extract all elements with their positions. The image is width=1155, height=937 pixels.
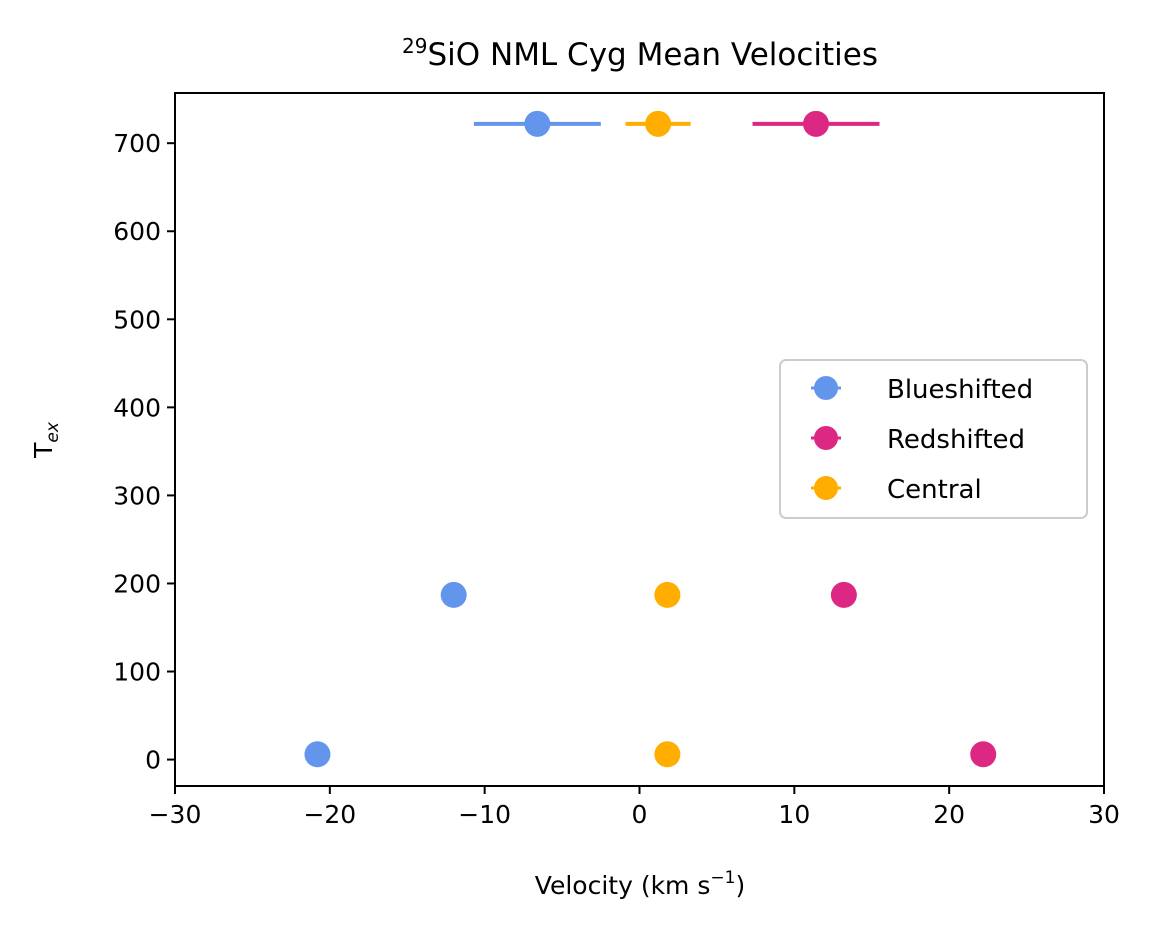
legend-frame	[779, 359, 1088, 519]
chart-title-prefix: 29	[402, 34, 427, 58]
x-axis-label-close: )	[735, 871, 745, 900]
x-tick-label: −20	[303, 800, 356, 829]
legend-marker-blueshifted	[814, 376, 838, 400]
y-tick-label: 400	[113, 393, 161, 422]
x-tick-label: 30	[1088, 800, 1120, 829]
y-tick-label: 700	[113, 129, 161, 158]
series-blueshifted	[304, 110, 601, 768]
point-blueshifted	[304, 741, 331, 768]
chart-title: 29SiO NML Cyg Mean Velocities	[402, 34, 878, 73]
point-redshifted	[970, 741, 997, 768]
y-axis-label-sub: ex	[43, 421, 63, 442]
y-tick-label: 300	[113, 481, 161, 510]
legend: Blueshifted Redshifted Central	[779, 359, 1088, 519]
y-axis-label: Tex	[29, 421, 63, 459]
x-tick-label: 0	[632, 800, 648, 829]
x-axis-label: Velocity (km s−1)	[535, 868, 745, 900]
point-central	[645, 110, 672, 137]
point-blueshifted	[524, 110, 551, 137]
series-central	[625, 110, 691, 768]
legend-label-redshifted: Redshifted	[887, 425, 1025, 455]
legend-marker-redshifted	[814, 426, 838, 450]
x-tick-label: −10	[458, 800, 511, 829]
y-tick-label: 600	[113, 217, 161, 246]
point-central	[654, 741, 681, 768]
x-tick-label: 10	[778, 800, 810, 829]
point-blueshifted	[440, 581, 467, 608]
y-axis-label-main: T	[29, 442, 58, 459]
chart-title-main: SiO NML Cyg Mean Velocities	[427, 37, 878, 73]
legend-item-blueshifted: Blueshifted	[811, 375, 1033, 405]
series-redshifted	[752, 110, 997, 768]
x-tick-label: −30	[149, 800, 202, 829]
y-tick-label: 0	[145, 746, 161, 775]
legend-label-central: Central	[887, 475, 982, 505]
legend-item-central: Central	[811, 475, 982, 505]
point-redshifted	[803, 110, 830, 137]
y-tick-label: 100	[113, 658, 161, 687]
y-tick-label: 200	[113, 569, 161, 598]
x-axis-label-sup: −1	[710, 868, 735, 888]
data-layer	[304, 110, 997, 768]
legend-marker-central	[814, 476, 838, 500]
x-axis-label-main: Velocity (km s	[535, 871, 711, 900]
legend-label-blueshifted: Blueshifted	[887, 375, 1033, 405]
x-tick-label: 20	[933, 800, 965, 829]
legend-item-redshifted: Redshifted	[811, 425, 1025, 455]
y-tick-label: 500	[113, 305, 161, 334]
point-redshifted	[830, 581, 857, 608]
point-central	[654, 581, 681, 608]
